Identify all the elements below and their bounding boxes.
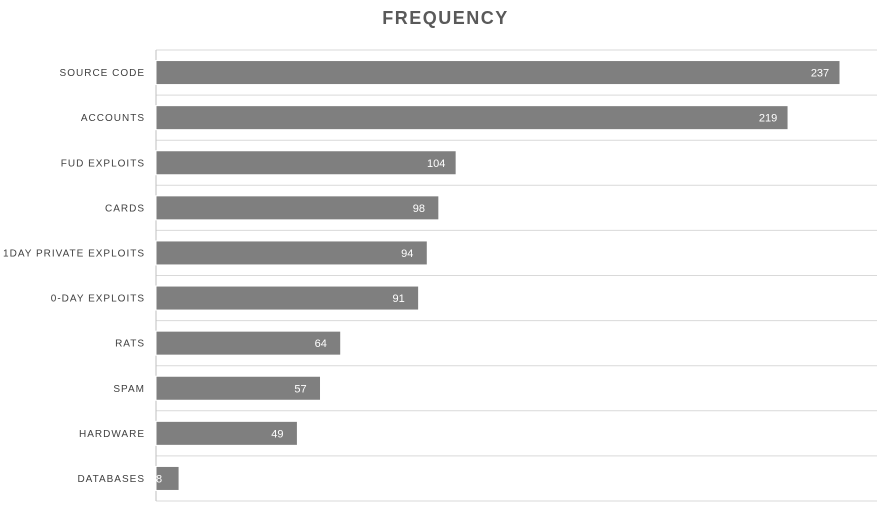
value-label: 98 xyxy=(413,203,425,215)
bar xyxy=(155,195,440,221)
bar xyxy=(155,240,428,266)
bar xyxy=(155,60,841,86)
bar xyxy=(155,375,322,401)
value-label: 8 xyxy=(156,473,162,485)
category-label: RATS xyxy=(115,339,145,350)
value-label: 219 xyxy=(759,113,777,125)
bar xyxy=(155,150,457,176)
value-label: 57 xyxy=(294,383,306,395)
bar xyxy=(155,105,789,131)
value-label: 94 xyxy=(401,248,413,260)
category-label: HARDWARE xyxy=(79,429,145,440)
category-label: DATABASES xyxy=(77,474,145,485)
category-label: SOURCE CODE xyxy=(60,68,145,79)
value-label: 104 xyxy=(427,158,445,170)
category-label: ACCOUNTS xyxy=(81,113,145,124)
bar xyxy=(155,465,180,491)
category-label: SPAM xyxy=(113,384,145,395)
category-label: CARDS xyxy=(105,203,145,214)
chart-title: FREQUENCY xyxy=(382,8,509,28)
value-label: 237 xyxy=(811,68,829,80)
value-label: 49 xyxy=(271,428,283,440)
bar xyxy=(155,420,298,446)
category-label: FUD EXPLOITS xyxy=(61,158,145,169)
bar xyxy=(155,285,420,311)
category-label: 1DAY PRIVATE EXPLOITS xyxy=(3,248,145,259)
bar xyxy=(155,330,342,356)
value-label: 64 xyxy=(315,338,327,350)
category-label: 0-DAY EXPLOITS xyxy=(51,294,145,305)
value-label: 91 xyxy=(393,293,405,305)
